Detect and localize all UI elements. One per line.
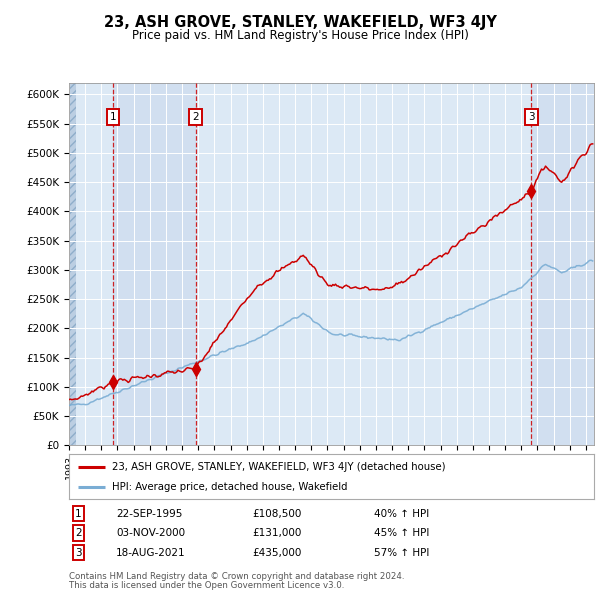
Text: £131,000: £131,000 xyxy=(253,528,302,538)
Text: 57% ↑ HPI: 57% ↑ HPI xyxy=(373,548,429,558)
Text: 2: 2 xyxy=(193,112,199,122)
Bar xyxy=(113,83,196,445)
Bar xyxy=(532,83,594,445)
Text: 03-NOV-2000: 03-NOV-2000 xyxy=(116,528,185,538)
Text: 18-AUG-2021: 18-AUG-2021 xyxy=(116,548,186,558)
Text: 23, ASH GROVE, STANLEY, WAKEFIELD, WF3 4JY: 23, ASH GROVE, STANLEY, WAKEFIELD, WF3 4… xyxy=(104,15,496,30)
Text: HPI: Average price, detached house, Wakefield: HPI: Average price, detached house, Wake… xyxy=(112,483,347,493)
Text: 2: 2 xyxy=(75,528,82,538)
Text: 23, ASH GROVE, STANLEY, WAKEFIELD, WF3 4JY (detached house): 23, ASH GROVE, STANLEY, WAKEFIELD, WF3 4… xyxy=(112,462,446,471)
Bar xyxy=(69,83,76,445)
Text: 1: 1 xyxy=(110,112,116,122)
Text: £435,000: £435,000 xyxy=(253,548,302,558)
Text: 40% ↑ HPI: 40% ↑ HPI xyxy=(373,509,429,519)
Text: £108,500: £108,500 xyxy=(253,509,302,519)
Text: 22-SEP-1995: 22-SEP-1995 xyxy=(116,509,182,519)
Text: 1: 1 xyxy=(75,509,82,519)
Text: Price paid vs. HM Land Registry's House Price Index (HPI): Price paid vs. HM Land Registry's House … xyxy=(131,30,469,42)
Text: 3: 3 xyxy=(528,112,535,122)
Text: 3: 3 xyxy=(75,548,82,558)
Text: 45% ↑ HPI: 45% ↑ HPI xyxy=(373,528,429,538)
Text: Contains HM Land Registry data © Crown copyright and database right 2024.: Contains HM Land Registry data © Crown c… xyxy=(69,572,404,581)
Text: This data is licensed under the Open Government Licence v3.0.: This data is licensed under the Open Gov… xyxy=(69,581,344,589)
